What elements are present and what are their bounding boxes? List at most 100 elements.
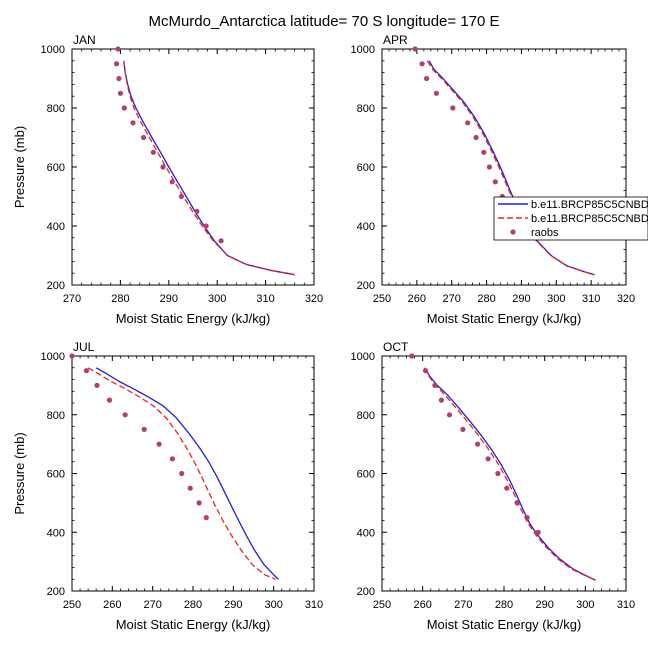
raobs-point (117, 90, 123, 96)
x-tick-label: 300 (576, 599, 594, 611)
legend: b.e11.BRCP85C5CNBDRD.f09_g16.001 b.e11.B… (493, 196, 648, 241)
x-tick-label: 310 (617, 599, 635, 611)
x-axis-label: Moist Static Energy (kJ/kg) (116, 311, 271, 326)
y-axis-label: Pressure (mb) (12, 126, 27, 208)
x-tick-label: 290 (224, 599, 242, 611)
plot-frame (71, 355, 315, 592)
x-tick-label: 300 (264, 599, 282, 611)
y-tick-label: 400 (47, 221, 65, 233)
y-tick-label: 200 (47, 586, 65, 598)
plot-frame (71, 48, 315, 286)
raobs-point (141, 134, 147, 141)
raobs-point (69, 353, 75, 359)
raobs-point (481, 149, 487, 155)
y-tick-label: 600 (47, 469, 65, 481)
raobs-point (446, 412, 453, 418)
raobs-point (121, 105, 127, 111)
y-tick-label: 800 (47, 103, 65, 115)
raobs-point (504, 485, 510, 491)
raobs-point (438, 397, 444, 403)
y-tick-label: 200 (47, 280, 65, 292)
x-tick-label: 260 (408, 293, 426, 305)
panel-oct: OCT 250 260 270 280 290 300 310 1000 800 600 400 200… (351, 340, 636, 632)
panel-jul: JUL 250 260 270 280 290 300 310 1000 800 600 400 200… (12, 340, 323, 632)
legend-entry-dashed: b.e11.BRCP85C5CNBDRD.f09_g16.001 (531, 213, 648, 225)
y-axis-label: Pressure (mb) (12, 432, 27, 514)
x-tick-label: 310 (305, 599, 323, 611)
y-tick-label: 800 (357, 410, 375, 422)
x-tick-label: 310 (256, 293, 274, 305)
y-tick-label: 200 (357, 280, 375, 292)
raobs-point (409, 353, 415, 359)
raobs-point (419, 61, 425, 67)
x-axis-label: Moist Static Energy (kJ/kg) (116, 617, 271, 632)
raobs-point (475, 441, 481, 447)
raobs-point (169, 179, 175, 185)
y-tick-label: 1000 (41, 351, 65, 363)
model-dashed-line (87, 367, 276, 580)
panel-label: APR (383, 33, 408, 47)
y-tick-label: 1000 (351, 351, 375, 363)
y-tick-label: 200 (357, 586, 375, 598)
raobs-point (115, 46, 121, 52)
model-dashed-line (123, 60, 295, 276)
y-tick-label: 1000 (41, 44, 65, 56)
raobs-point (460, 426, 466, 432)
y-tick-label: 600 (357, 162, 375, 174)
y-tick-label: 400 (47, 527, 65, 539)
raobs-point (116, 75, 122, 82)
y-tick-label: 400 (357, 221, 375, 233)
raobs-point (465, 120, 471, 126)
x-tick-label: 270 (443, 293, 461, 305)
legend-entry-solid: b.e11.BRCP85C5CNBDRD.f09_g16.001 (531, 199, 648, 211)
y-tick-label: 1000 (351, 44, 375, 56)
x-tick-label: 280 (495, 599, 513, 611)
y-tick-label: 600 (357, 469, 375, 481)
model-dashed-line (424, 367, 596, 581)
x-tick-label: 280 (111, 293, 129, 305)
raobs-point (485, 456, 491, 462)
raobs-point (473, 134, 479, 141)
x-tick-label: 300 (208, 293, 226, 305)
panels: JAN 270 280 290 300 310 320 1000 800 600 400 200 Moi… (12, 33, 635, 632)
panel-label: OCT (383, 340, 409, 354)
raobs-point (130, 120, 136, 126)
raobs-point (203, 223, 209, 229)
x-tick-label: 310 (582, 293, 600, 305)
x-tick-label: 270 (63, 293, 81, 305)
raobs-point (178, 193, 184, 200)
raobs-point (179, 470, 185, 477)
model-solid-line (123, 60, 295, 276)
raobs-point (514, 500, 520, 506)
x-tick-label: 250 (63, 599, 81, 611)
raobs-point (196, 500, 202, 506)
x-tick-label: 300 (547, 293, 565, 305)
raobs-point (106, 397, 113, 403)
raobs-point (194, 208, 200, 214)
y-tick-label: 600 (47, 162, 65, 174)
x-tick-label: 290 (512, 293, 530, 305)
raobs-point (412, 46, 418, 52)
raobs-point (141, 426, 147, 432)
x-tick-label: 260 (413, 599, 431, 611)
x-tick-label: 250 (373, 599, 391, 611)
panel-apr: APR 250 260 270 280 290 300 310 320 1000 800 600 400… (351, 33, 636, 326)
raobs-point (169, 456, 175, 462)
raobs-point (83, 368, 90, 374)
raobs-point (94, 382, 100, 388)
x-tick-label: 280 (477, 293, 495, 305)
raobs-point (450, 105, 456, 111)
raobs-point (156, 441, 162, 447)
model-dashed-line (426, 60, 595, 276)
x-axis-label: Moist Static Energy (kJ/kg) (427, 311, 582, 326)
y-tick-label: 800 (47, 410, 65, 422)
raobs-point (122, 412, 128, 418)
x-tick-label: 250 (373, 293, 391, 305)
raobs-point (187, 485, 193, 491)
model-solid-line (424, 367, 596, 581)
x-tick-label: 280 (184, 599, 202, 611)
raobs-point (160, 164, 166, 170)
raobs-point (113, 61, 120, 67)
raobs-point (424, 75, 430, 82)
plot-frame (381, 48, 627, 286)
